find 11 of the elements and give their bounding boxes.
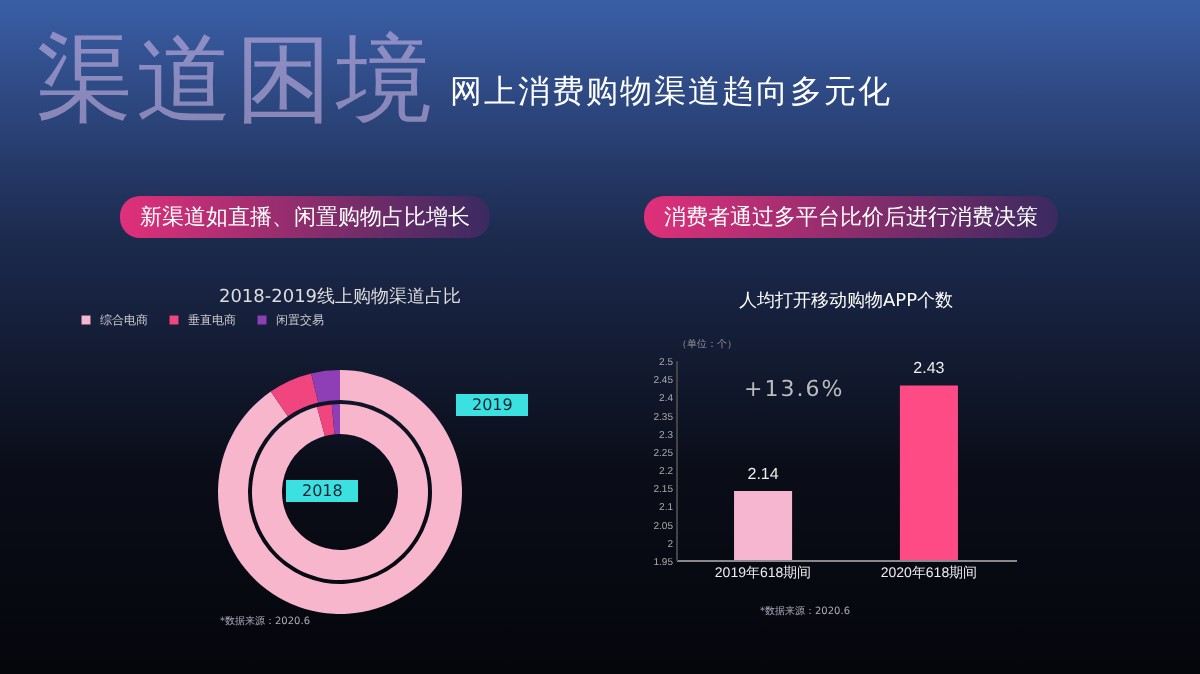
annotation: +13.6%	[744, 376, 845, 402]
chart-subtitle: 消费者通过多平台比价后进行消费决策	[644, 196, 1058, 238]
text: 渠道困境	[36, 22, 436, 140]
chart-title: 人均打开移动购物APP个数	[738, 290, 954, 312]
data-label: 2.14	[747, 464, 780, 483]
text: 网上消费购物渠道趋向多元化	[450, 72, 892, 114]
slice-label: 2018	[286, 480, 359, 502]
slice-label: 2019	[456, 394, 529, 416]
data-label: 2.43	[913, 359, 946, 378]
chart-title: 2018-2019线上购物渠道占比	[218, 286, 462, 308]
text: 新渠道如直播、闲置购物占比增长	[120, 196, 490, 238]
